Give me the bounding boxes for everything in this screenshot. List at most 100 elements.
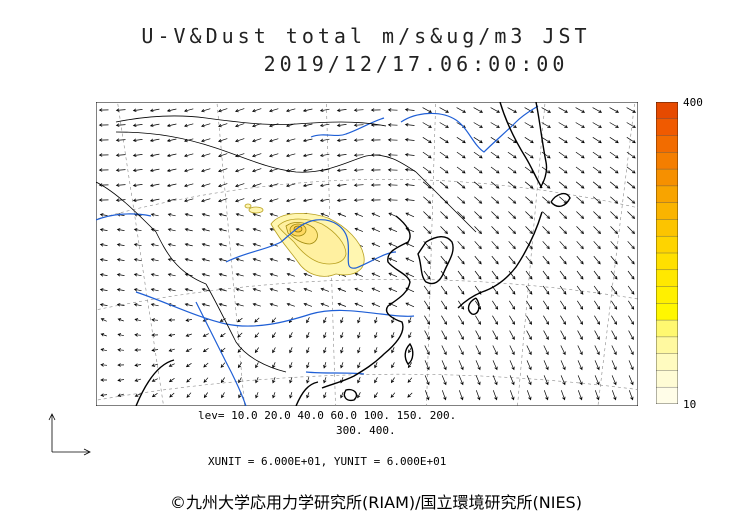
colorbar-step: [656, 269, 678, 288]
wind-arrow: [541, 137, 551, 144]
wind-arrow: [475, 345, 481, 356]
wind-arrow: [234, 153, 245, 158]
wind-arrow: [323, 392, 327, 399]
wind-arrow: [353, 123, 364, 127]
wind-arrow: [507, 166, 517, 174]
wind-arrow: [628, 390, 634, 401]
wind-arrow: [306, 362, 310, 369]
wind-arrow: [611, 300, 618, 310]
wind-arrow: [201, 272, 210, 277]
wind-arrow: [286, 153, 296, 158]
wind-arrow: [217, 183, 228, 188]
wind-arrow: [168, 333, 176, 337]
wind-arrow: [610, 211, 619, 220]
wind-arrow: [134, 333, 142, 337]
wind-arrow: [234, 198, 245, 203]
wind-arrow: [391, 377, 395, 384]
wind-arrow: [98, 138, 109, 142]
wind-arrow: [238, 377, 242, 384]
wind-arrow: [184, 227, 193, 232]
wind-arrow: [559, 255, 567, 265]
wind-arrow: [340, 392, 344, 399]
russia-coast: [499, 102, 543, 189]
wind-arrow: [354, 302, 364, 307]
wind-arrow: [186, 392, 192, 398]
wind-arrow: [543, 345, 549, 356]
wind-arrow: [115, 183, 126, 187]
dust-contour-100: [293, 225, 303, 233]
wind-arrow: [508, 226, 517, 235]
wind-arrow: [115, 168, 126, 172]
wind-arrow: [268, 138, 279, 143]
wind-arrow: [218, 272, 227, 277]
wind-arrow: [340, 317, 344, 324]
wind-arrow: [541, 107, 552, 113]
wind-arrow: [475, 375, 481, 386]
wind-arrow: [168, 318, 176, 322]
wind-arrow: [441, 360, 447, 371]
wind-arrow: [508, 270, 516, 280]
wind-arrow: [524, 181, 534, 189]
taiwan: [404, 342, 414, 365]
wind-arrow: [306, 347, 310, 354]
wind-arrow: [439, 151, 449, 159]
wind-arrow: [184, 198, 194, 203]
wind-arrow: [202, 333, 209, 337]
wind-arrow: [201, 257, 210, 262]
wind-arrow: [626, 151, 636, 159]
wind-arrow: [473, 107, 484, 113]
wind-arrow: [167, 288, 176, 292]
japan-honshu: [457, 211, 543, 309]
wind-arrow: [525, 196, 534, 204]
wind-arrow: [473, 122, 483, 128]
wind-arrow: [302, 153, 313, 158]
wind-arrow: [626, 181, 636, 189]
wind-arrow: [542, 226, 551, 235]
wind-arrow: [408, 347, 412, 354]
wind-arrow: [456, 107, 467, 113]
wind-arrow: [558, 137, 568, 144]
wind-arrow: [593, 241, 601, 250]
wind-arrow: [336, 198, 347, 203]
wind-arrow: [167, 213, 176, 217]
wind-arrow: [509, 345, 515, 356]
wind-arrow: [424, 300, 431, 310]
wind-arrow: [387, 153, 398, 157]
wind-arrow: [268, 168, 279, 173]
wind-arrow: [524, 122, 534, 128]
wind-arrow: [100, 318, 107, 322]
wind-arrow: [492, 375, 498, 386]
wind-arrow: [457, 255, 465, 265]
wind-arrow: [560, 345, 566, 356]
wind-arrow: [609, 107, 620, 113]
wind-arrow: [286, 257, 295, 262]
wind-arrow: [98, 123, 109, 127]
china-northeast-border: [415, 171, 477, 233]
wind-arrow: [576, 211, 585, 220]
wind-arrow: [456, 137, 466, 144]
wind-arrow: [456, 181, 466, 189]
wind-arrow: [220, 362, 226, 368]
wind-arrow: [150, 258, 159, 262]
wind-arrow: [628, 375, 634, 386]
wind-arrow: [303, 272, 313, 277]
wind-arrow: [371, 302, 381, 308]
wind-arrow: [575, 151, 585, 159]
wind-arrow: [457, 285, 465, 295]
wind-arrow: [370, 183, 381, 187]
wind-arrow: [491, 196, 500, 204]
wind-arrow: [252, 287, 261, 292]
wind-arrow: [507, 181, 517, 189]
wind-arrow: [221, 392, 225, 399]
wind-arrow: [302, 168, 313, 173]
wind-arrow: [323, 317, 327, 324]
wind-arrow: [593, 270, 601, 280]
wind-arrow: [526, 330, 532, 341]
colorbar-step: [656, 320, 678, 338]
wind-arrow: [423, 285, 431, 295]
wind-arrow: [237, 362, 242, 369]
wind-arrow: [132, 168, 143, 173]
wind-arrow: [185, 318, 192, 322]
china-southwest-border: [205, 283, 287, 373]
wind-arrow: [558, 166, 568, 174]
